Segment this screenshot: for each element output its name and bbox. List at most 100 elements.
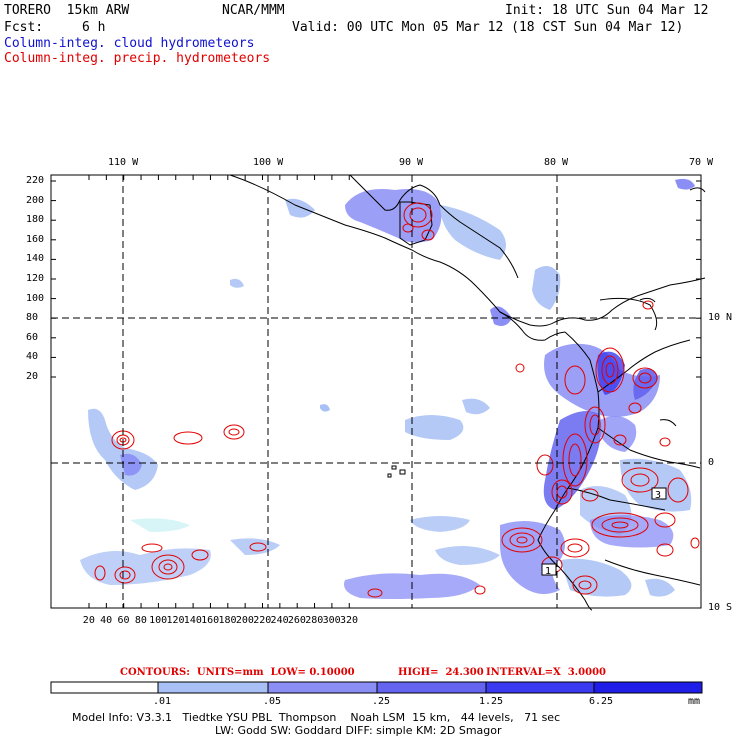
- coastline-caribbean: [599, 297, 658, 331]
- y-tick-label: 140: [26, 253, 45, 265]
- colorbar-segment: [485, 681, 595, 694]
- x-tick-label: 180: [218, 615, 237, 626]
- precip-contour: [605, 362, 615, 378]
- x-tick-label: 200: [235, 615, 254, 626]
- x-tick-label: 100: [149, 615, 168, 626]
- precip-contour: [613, 434, 627, 446]
- precip-contour: [421, 229, 435, 241]
- field-cloud-label: Column-integ. cloud hydrometeors: [4, 36, 255, 51]
- y-tick-label: 200: [26, 194, 45, 206]
- precip-contour: [611, 521, 629, 529]
- x-tick-label: 260: [287, 615, 306, 626]
- precip-contour: [163, 563, 173, 571]
- colorbar-label: .05: [263, 696, 282, 707]
- lat-lon-grid: [51, 175, 701, 608]
- coastline-isthmus: [499, 311, 566, 341]
- colorbar-segment: [593, 681, 703, 694]
- y-tick-label: 160: [26, 233, 45, 245]
- map-plot: 1 3: [50, 174, 706, 611]
- colorbar-label: .25: [372, 696, 391, 707]
- model-title: TORERO 15km ARW: [4, 3, 130, 18]
- precip-contour: [501, 527, 543, 553]
- org-label: NCAR/MMM: [222, 3, 285, 18]
- valid-time: Valid: 00 UTC Mon 05 Mar 12 (18 CST Sun …: [292, 20, 684, 35]
- lat-label-10s: 10 S: [708, 602, 733, 613]
- x-tick-label: 240: [270, 615, 289, 626]
- lat-label-0: 0: [708, 457, 715, 468]
- precip-contour: [560, 538, 590, 558]
- precip-contour: [564, 365, 586, 395]
- precip-contour: [402, 223, 414, 233]
- colorbar-segment: [376, 681, 487, 694]
- precip-contours: [94, 202, 700, 598]
- precip-contour: [659, 437, 671, 447]
- coastline-inland: [597, 339, 691, 393]
- region-box-3: [651, 487, 667, 500]
- lon-label-70w: 70 W: [689, 157, 714, 168]
- cloud-area: [345, 189, 442, 243]
- precip-contour: [516, 536, 528, 544]
- coastline-galapagos: [387, 465, 406, 478]
- contour-units: CONTOURS: UNITS=mm LOW= 0.10000: [120, 667, 355, 678]
- x-tick-label: 60: [117, 615, 130, 626]
- coastline-island: [639, 297, 656, 303]
- coastline-gulf: [349, 174, 519, 279]
- precip-contour: [114, 566, 136, 584]
- coastline-inland: [567, 487, 666, 511]
- map-frame: [50, 174, 702, 609]
- colorbar-segment: [267, 681, 378, 694]
- x-tick-label: 280: [305, 615, 324, 626]
- y-tick-label: 120: [26, 273, 45, 284]
- precip-contour: [601, 517, 639, 533]
- precip-contour: [638, 372, 652, 384]
- cloud-area: [410, 516, 470, 532]
- precip-contour: [151, 554, 185, 580]
- colorbar-label: 6.25: [589, 696, 614, 707]
- y-tick-label: 60: [26, 331, 39, 343]
- x-tick-label: 20: [82, 615, 95, 626]
- x-tick-label: 80: [134, 615, 147, 626]
- y-tick-label: 100: [26, 292, 45, 304]
- cloud-area: [532, 266, 561, 310]
- lat-label-10n: 10 N: [708, 312, 733, 323]
- precip-contour: [173, 431, 203, 445]
- precip-contour: [630, 473, 650, 487]
- x-tick-label: 140: [183, 615, 202, 626]
- y-tick-label: 20: [26, 371, 39, 382]
- cloud-area: [620, 458, 692, 512]
- precip-contour: [578, 580, 592, 590]
- precip-contour: [654, 512, 676, 528]
- region-label-1: 1: [545, 566, 551, 577]
- colorbar: [50, 681, 703, 694]
- model-info-line1: Model Info: V3.3.1 Tiedtke YSU PBL Thomp…: [72, 711, 561, 724]
- cloud-area: [500, 521, 565, 594]
- precip-contour: [515, 363, 525, 373]
- precip-contour: [474, 585, 486, 595]
- cloud-area: [600, 416, 637, 452]
- model-info-line2: LW: Godd SW: Goddard DIFF: simple KM: 2D…: [215, 724, 502, 737]
- cloud-area: [405, 415, 464, 440]
- precip-contour: [567, 543, 583, 553]
- precip-contour: [581, 488, 599, 502]
- fcst-label: Fcst:: [4, 20, 44, 35]
- precip-contour: [158, 559, 178, 575]
- lon-label-80w: 80 W: [544, 157, 569, 168]
- coastlines: [229, 174, 706, 611]
- x-tick-label: 160: [201, 615, 220, 626]
- precip-contour: [228, 428, 240, 436]
- coastline-mexico: [229, 174, 706, 327]
- precip-contour: [249, 542, 267, 552]
- colorbar-segment: [157, 681, 269, 694]
- region-box-1: [541, 563, 557, 576]
- precip-contour: [403, 202, 433, 228]
- y-tick-label: 220: [26, 175, 45, 186]
- init-time: Init: 18 UTC Sun 04 Mar 12: [505, 3, 709, 18]
- precip-contour: [589, 414, 601, 436]
- cloud-area: [440, 205, 506, 260]
- cloud-area: [230, 278, 244, 288]
- colorbar-segment: [50, 681, 159, 694]
- cloud-area: [675, 178, 695, 190]
- cloud-area: [462, 398, 490, 415]
- coastline-island: [659, 419, 677, 427]
- x-tick-label: 220: [253, 615, 272, 626]
